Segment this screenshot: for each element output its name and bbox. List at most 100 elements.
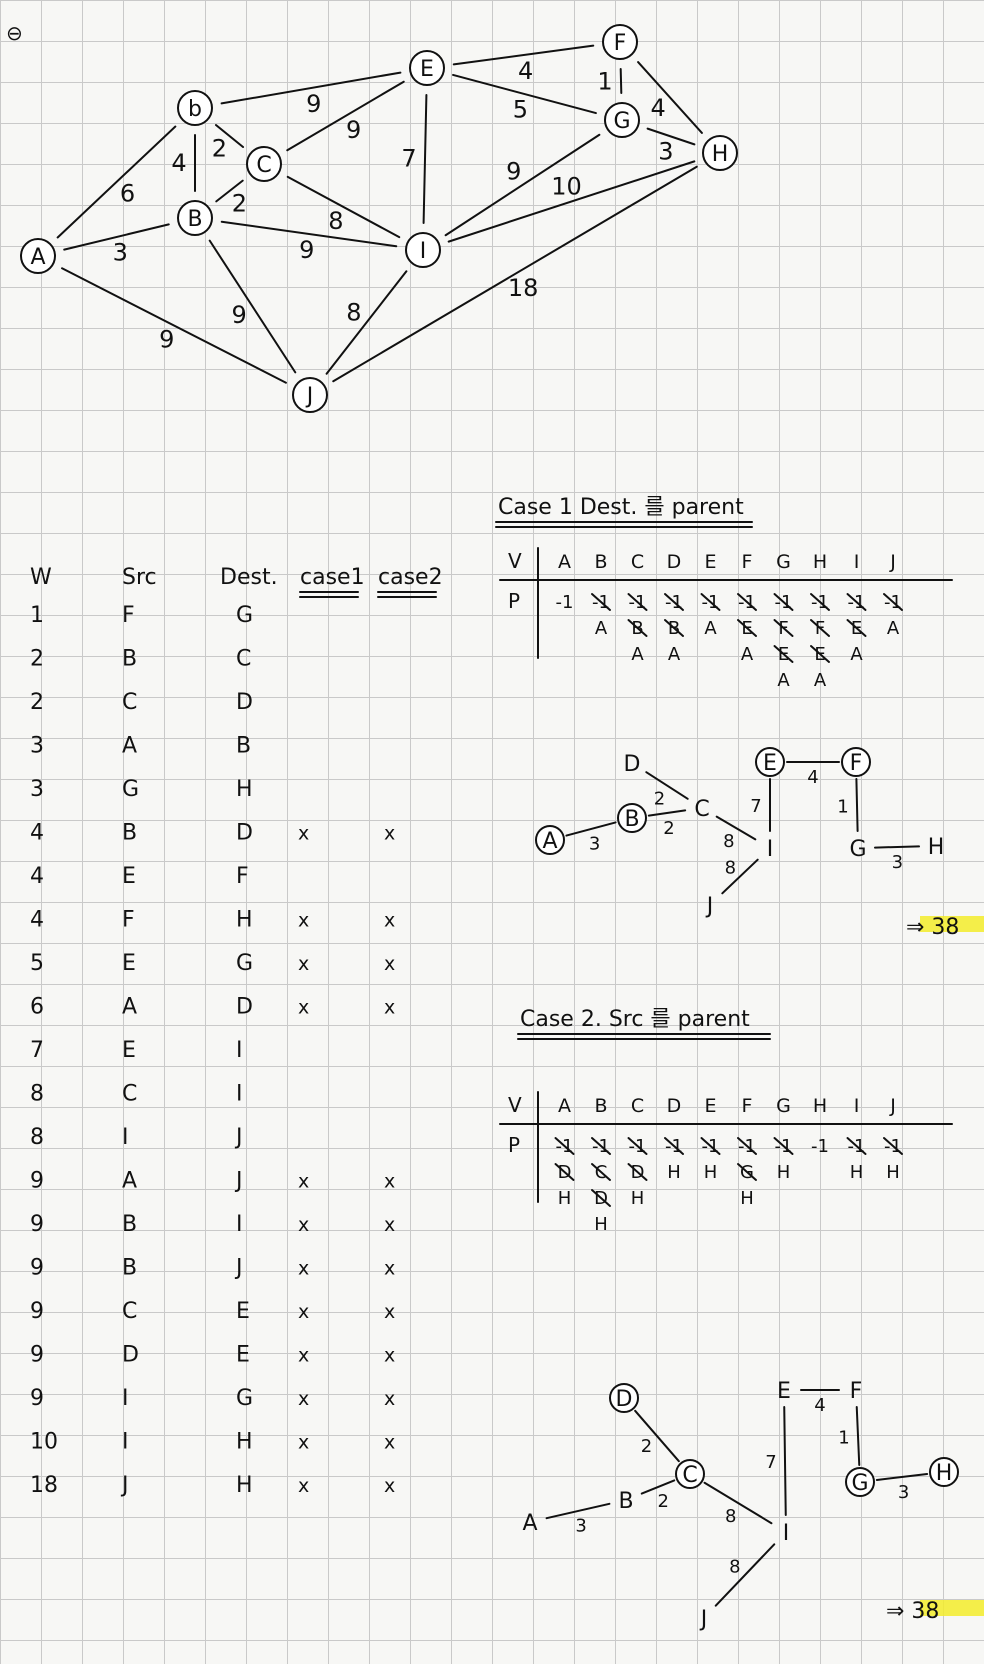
case1-strike-I-0 xyxy=(846,593,867,611)
graph-node-J: J xyxy=(292,377,328,413)
case1-tree-node-D: D xyxy=(624,752,641,777)
case2-strike-A-1 xyxy=(554,1163,575,1181)
case2-v-G: G xyxy=(776,1095,791,1117)
case1-v-J: J xyxy=(889,551,896,573)
edge-row-case2-mark: x xyxy=(384,1258,395,1280)
case1-strike-J-0 xyxy=(883,593,903,611)
edge-row-dest: H xyxy=(236,1473,253,1498)
case1-strike-H-2 xyxy=(810,645,830,663)
case2-tree-weight-I-J: 8 xyxy=(729,1556,740,1577)
case1-tree-node-H: H xyxy=(928,835,945,860)
case1-v-G: G xyxy=(776,551,791,573)
case2-v-D: D xyxy=(667,1095,682,1117)
case2-strike-B-1 xyxy=(591,1163,611,1181)
case1-tree-edge-F-G xyxy=(855,777,859,833)
case2-p-label: P xyxy=(508,1133,520,1157)
edge-row-src: E xyxy=(122,864,136,889)
case1-tree-node-circle-A xyxy=(535,825,565,855)
edge-row-dest: I xyxy=(236,1212,243,1237)
case2-mst-tree: 3 2 2 8 7 41 3 8 A B D C I E F G H J xyxy=(522,1379,959,1632)
case2-tree-node-circle-D xyxy=(609,1383,639,1413)
case1-v-H: H xyxy=(813,551,827,573)
case2-parent-E-1: H xyxy=(704,1162,718,1183)
case2-tree-weight-B-C: 2 xyxy=(658,1491,669,1512)
graph-edge-A-b xyxy=(56,125,177,239)
edge-row-case1-mark: x xyxy=(298,910,309,932)
edge-row-weight: 1 xyxy=(30,603,44,628)
graph-edge-E-I xyxy=(422,93,428,225)
case1-tree-node-F: F xyxy=(850,751,863,776)
graph-node-circle-C xyxy=(246,146,282,182)
graph-node-I: I xyxy=(405,232,441,268)
case2-parent-F-2: H xyxy=(740,1188,754,1209)
edge-row-dest: I xyxy=(236,1038,243,1063)
graph-node-label-I: I xyxy=(420,239,427,264)
edge-row-weight: 4 xyxy=(30,908,44,933)
case1-strike-F-1 xyxy=(737,619,757,637)
case1-parent-G-3: A xyxy=(777,670,790,691)
graph-node-H: H xyxy=(702,135,738,171)
case2-tree-node-B: B xyxy=(618,1489,633,1514)
case2-v-J: J xyxy=(889,1095,896,1117)
case1-strike-D-1 xyxy=(664,619,684,637)
case2-strike-I-0 xyxy=(846,1137,867,1155)
case2-v-I: I xyxy=(854,1095,860,1117)
graph-edge-B-I xyxy=(220,220,398,248)
case1-tree-weight-F-G: 1 xyxy=(837,796,848,817)
edge-row-case2-mark: x xyxy=(384,1171,395,1193)
case2-v-B: B xyxy=(594,1095,607,1117)
case1-parent-table: VPA-1B-1AC-1BAD-1BAE-1AF-1EAG-1FEAH-1FEA… xyxy=(499,547,953,691)
case2-strike-A-0 xyxy=(554,1137,575,1155)
case1-tree-edge-A-B xyxy=(565,821,617,837)
graph-edge-C-E xyxy=(286,80,405,152)
edge-row-dest: B xyxy=(236,734,251,759)
graph-node-circle-A xyxy=(20,238,56,274)
case1-strike-H-1 xyxy=(810,619,830,637)
edge-row-src: I xyxy=(122,1430,129,1455)
case2-total: ⇒ 38 xyxy=(886,1599,939,1624)
case2-parent-H-0: -1 xyxy=(811,1136,829,1157)
case2-parent-B-3: H xyxy=(594,1214,608,1235)
edge-row-src: B xyxy=(122,1212,137,1237)
edge-row-case1-mark: x xyxy=(298,1432,309,1454)
case2-strike-D-0 xyxy=(664,1137,684,1155)
case2-tree-node-G: G xyxy=(851,1471,868,1496)
graph-node-circle-B xyxy=(177,200,213,236)
graph-edge-weight-b-E: 9 xyxy=(306,90,321,118)
graph-node-circle-b xyxy=(177,90,213,126)
case1-tree-node-G: G xyxy=(849,837,866,862)
edge-row-dest: J xyxy=(234,1256,243,1281)
edge-row-src: F xyxy=(122,603,135,628)
case1-strike-B-0 xyxy=(591,593,611,611)
graph-edge-E-F xyxy=(452,44,595,66)
graph-edge-weight-F-H: 4 xyxy=(650,94,665,122)
graph-edge-weight-E-I: 7 xyxy=(401,145,416,173)
edge-row-case2-mark: x xyxy=(384,1475,395,1497)
graph-edge-A-J xyxy=(61,267,287,384)
corner-mark: ⊖ xyxy=(6,21,23,45)
case2-tree-weight-F-G: 1 xyxy=(838,1428,849,1449)
case2-tree-edge-I-J xyxy=(714,1543,776,1607)
case1-tree-edge-B-C xyxy=(647,809,687,817)
edge-row-case1-mark: x xyxy=(298,953,309,975)
case2-tree-node-J: J xyxy=(699,1607,708,1632)
case2-parent-D-1: H xyxy=(667,1162,681,1183)
case2-v-F: F xyxy=(742,1095,753,1117)
graph-edge-J-H xyxy=(332,165,698,383)
case1-strike-E-0 xyxy=(700,593,721,611)
case2-parent-C-2: H xyxy=(631,1188,645,1209)
graph-node-A: A xyxy=(20,238,56,274)
case1-parent-J-1: A xyxy=(887,618,900,639)
edge-row-weight: 9 xyxy=(30,1299,44,1324)
case2-tree-node-I: I xyxy=(783,1521,790,1546)
case1-v-E: E xyxy=(704,551,716,573)
edge-row-case2-mark: x xyxy=(384,997,395,1019)
graph-edge-b-C xyxy=(214,124,245,148)
case2-v-label: V xyxy=(508,1093,522,1117)
case1-tree-node-circle-F xyxy=(841,747,871,777)
case2-strike-B-2 xyxy=(591,1189,611,1207)
edge-row-dest: H xyxy=(236,1430,253,1455)
edge-table-header-2: Dest. xyxy=(220,565,278,590)
case2-title: Case 2. Src 를 parent xyxy=(520,1007,750,1032)
